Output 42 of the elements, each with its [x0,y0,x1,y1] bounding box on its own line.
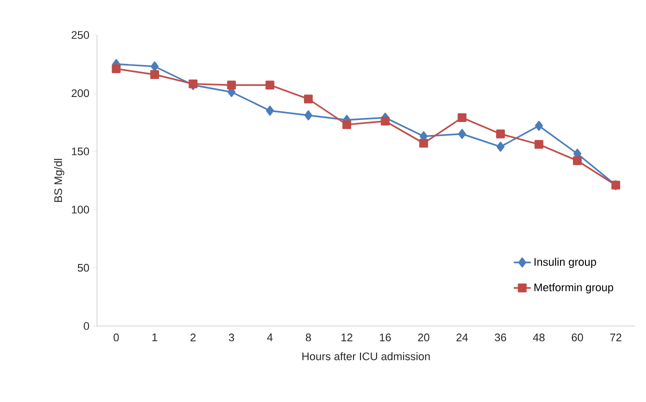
y-tick-label: 250 [72,31,90,39]
point [458,128,466,139]
x-tick-label: 8 [306,334,311,342]
x-axis-title: Hours after ICU admission [302,352,430,360]
y-tick-label: 100 [72,206,90,214]
point [496,130,505,138]
x-tick-label: 2 [190,334,196,342]
point [150,61,159,72]
point [534,120,543,131]
x-tick-label: 12 [342,334,352,342]
x-tick-label: 36 [494,334,506,342]
point [112,64,121,74]
y-tick-label: 150 [72,148,90,156]
y-axis-title: BS Mg/dl [54,158,64,202]
x-tick-label: 60 [572,334,584,342]
x-tick-label: 4 [267,334,273,342]
legend-label: Metformin group [534,283,614,294]
point [458,113,466,122]
x-tick-label: 16 [380,334,391,342]
point [304,94,313,104]
x-tick-label: 0 [114,334,119,342]
point [572,156,582,166]
point [380,116,390,126]
x-tick-label: 24 [456,334,468,342]
point [342,120,352,130]
y-tick-label: 50 [78,264,90,272]
point [419,138,428,148]
legend-label: Insulin group [534,258,596,268]
point [150,70,160,79]
x-tick-label: 48 [533,334,545,342]
x-tick-label: 1 [152,334,158,342]
x-tick-label: 20 [418,334,430,342]
point [304,110,312,120]
point [266,80,274,90]
point [496,142,504,152]
y-tick-label: 200 [72,89,90,98]
x-tick-label: 3 [228,334,234,342]
x-tick-label: 72 [610,334,622,342]
point [534,140,544,149]
point [227,80,236,90]
y-tick-label: 0 [84,322,90,330]
point [266,106,274,116]
